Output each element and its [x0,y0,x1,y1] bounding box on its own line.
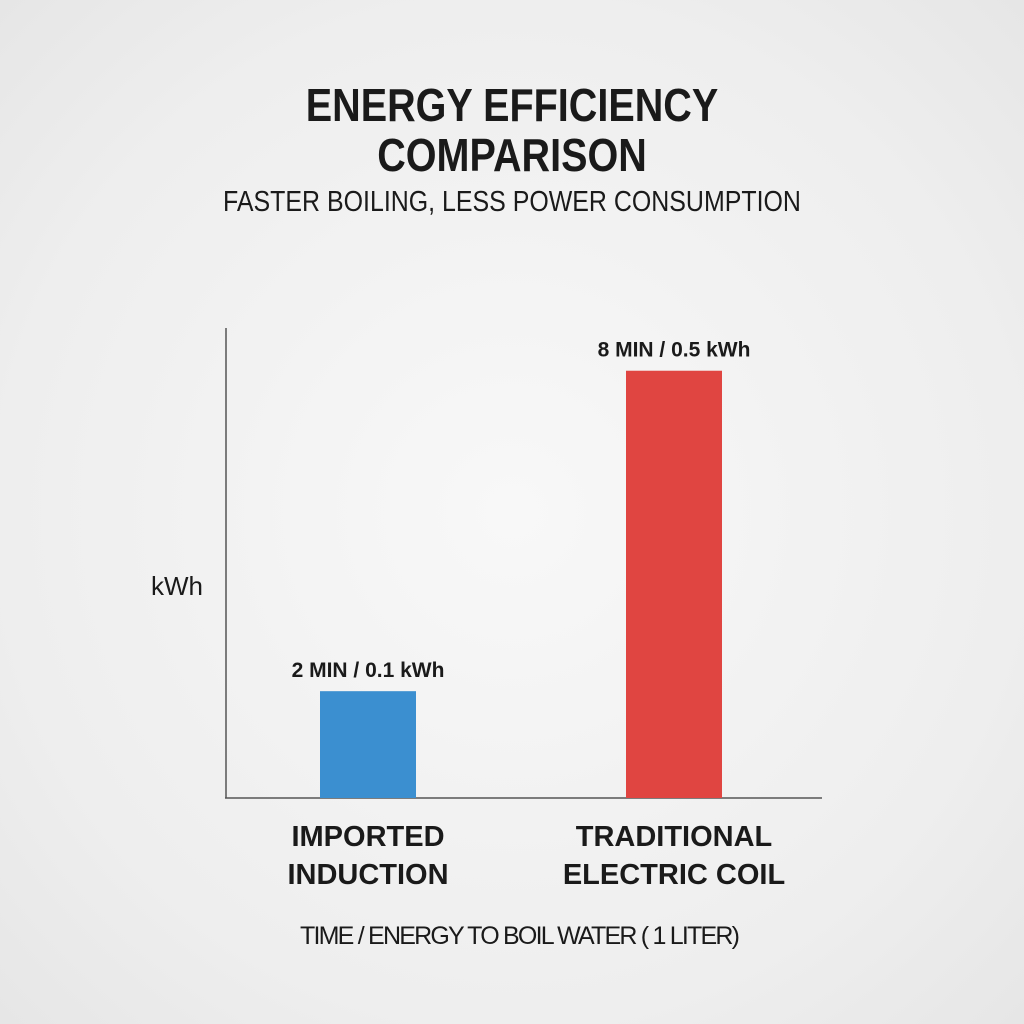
chart-subtitle: FASTER BOILING, LESS POWER CONSUMPTION [223,186,801,218]
category-label-2-line-1: TRADITIONAL [576,821,773,853]
bar-2 [626,370,722,798]
category-label-2-line-2: ELECTRIC COIL [563,859,785,891]
data-label-2: 8 MIN / 0.5 kWh [598,339,751,362]
x-axis-label: TIME / ENERGY TO BOIL WATER ( 1 LITER) [300,922,740,950]
category-label-1-line-2: INDUCTION [287,859,448,891]
chart-title: ENERGY EFFICIENCY COMPARISON [72,80,953,180]
title-line-1: ENERGY EFFICIENCY [305,79,719,131]
y-axis-label: kWh [151,571,203,601]
category-label-1-line-1: IMPORTED [291,821,444,853]
bar-1 [320,691,416,798]
data-label-1: 2 MIN / 0.1 kWh [292,659,445,682]
title-line-2: COMPARISON [377,129,647,181]
